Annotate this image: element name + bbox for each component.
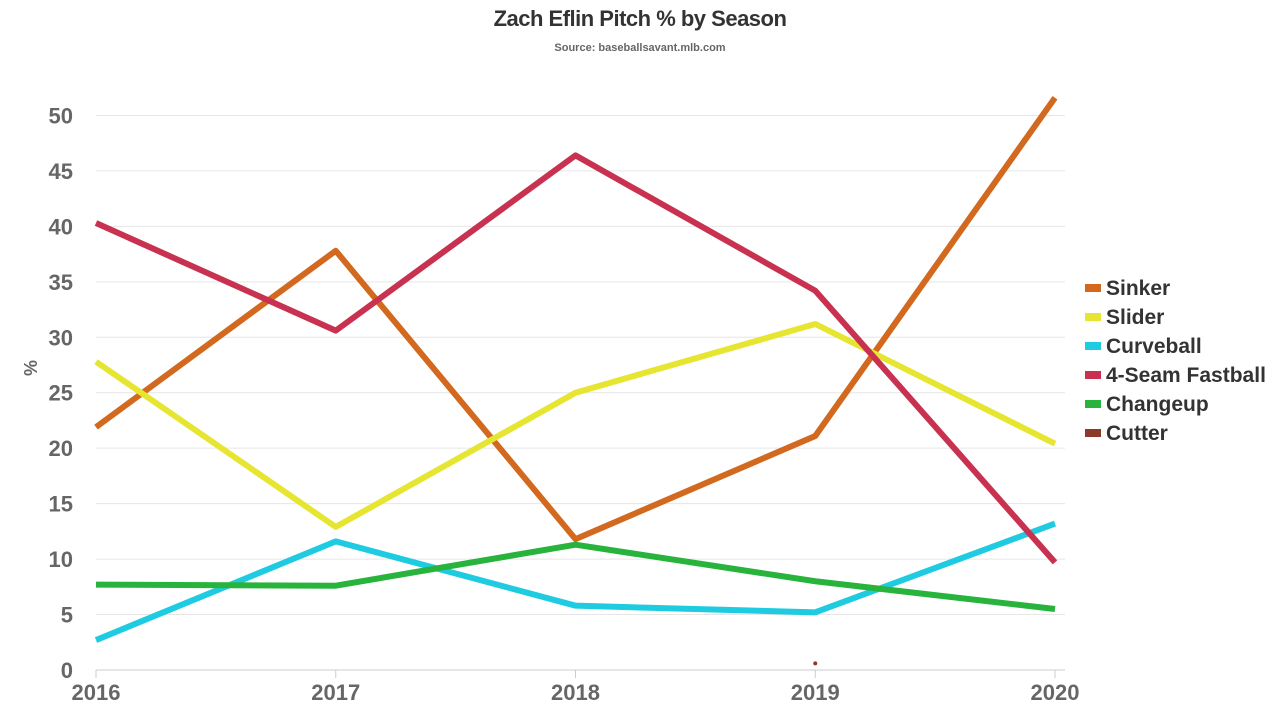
legend-item-4-seam-fastball[interactable]: 4-Seam Fastball <box>1085 364 1266 387</box>
series-line-sinker[interactable] <box>94 95 1058 543</box>
legend-item-slider[interactable]: Slider <box>1085 306 1164 329</box>
legend-swatch <box>1085 371 1101 379</box>
legend-label: Changeup <box>1106 393 1209 416</box>
y-tick-label: 25 <box>49 381 73 406</box>
y-tick-label: 20 <box>49 436 73 461</box>
x-tick-label: 2019 <box>791 680 840 705</box>
series-point-cutter[interactable] <box>813 661 818 666</box>
legend-label: Slider <box>1106 306 1164 329</box>
y-tick-label: 40 <box>49 214 73 239</box>
series-lines <box>94 95 1058 666</box>
y-axis-label: % <box>21 360 41 376</box>
x-tick-label: 2016 <box>72 680 121 705</box>
chart-subtitle: Source: baseballsavant.mlb.com <box>554 42 726 54</box>
y-tick-label: 30 <box>49 325 73 350</box>
legend-label: Sinker <box>1106 277 1170 300</box>
legend[interactable]: Sinker Slider Curveball 4-Seam Fastball Chan… <box>1085 277 1266 445</box>
legend-item-sinker[interactable]: Sinker <box>1085 277 1170 300</box>
legend-item-changeup[interactable]: Changeup <box>1085 393 1209 416</box>
y-tick-label: 10 <box>49 547 73 572</box>
y-tick-label: 15 <box>49 492 73 517</box>
y-tick-label: 50 <box>49 103 73 128</box>
legend-item-cutter[interactable]: Cutter <box>1085 422 1168 445</box>
y-tick-label: 45 <box>49 159 73 184</box>
series-line-4-seam-fastball[interactable] <box>94 152 1058 565</box>
legend-label: Cutter <box>1106 422 1168 445</box>
x-tick-label: 2017 <box>311 680 360 705</box>
legend-swatch <box>1085 342 1101 350</box>
legend-item-curveball[interactable]: Curveball <box>1085 335 1202 358</box>
x-tick-label: 2020 <box>1031 680 1080 705</box>
legend-label: Curveball <box>1106 335 1202 358</box>
legend-swatch <box>1085 429 1101 437</box>
y-tick-label: 0 <box>61 658 73 683</box>
y-tick-label: 5 <box>61 603 73 628</box>
series-line-curveball[interactable] <box>94 520 1057 643</box>
x-axis-ticks: 2016 2017 2018 2019 2020 <box>72 670 1080 705</box>
legend-label: 4-Seam Fastball <box>1106 364 1266 387</box>
gridlines <box>96 114 1065 616</box>
legend-swatch <box>1085 313 1101 321</box>
legend-swatch <box>1085 284 1101 292</box>
legend-swatch <box>1085 400 1101 408</box>
series-line-changeup[interactable] <box>95 541 1056 612</box>
x-tick-label: 2018 <box>551 680 600 705</box>
series-line-slider[interactable] <box>94 320 1057 530</box>
chart-title: Zach Eflin Pitch % by Season <box>493 6 787 31</box>
y-axis-ticks: 0 5 10 15 20 25 30 35 40 45 50 <box>49 103 73 683</box>
y-tick-label: 35 <box>49 270 73 295</box>
